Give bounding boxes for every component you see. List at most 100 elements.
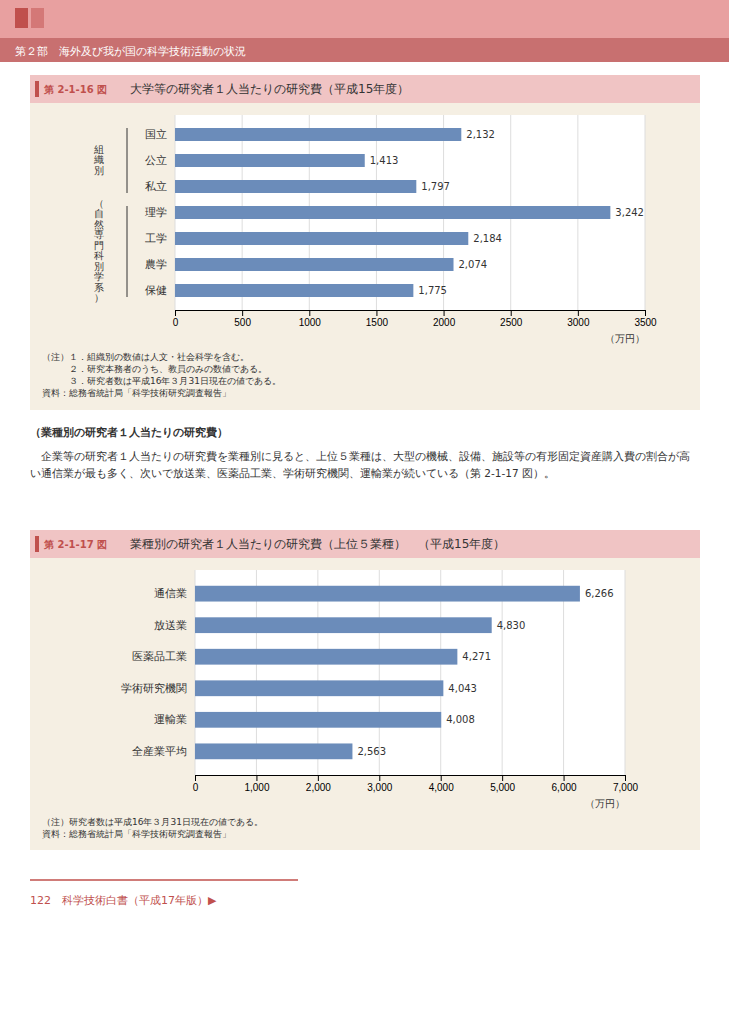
y-tick: 放送業 — [154, 619, 195, 631]
x-tick-label: 4,000 — [429, 782, 454, 793]
bar — [195, 617, 492, 633]
x-tick: 6,000 — [552, 775, 577, 793]
data-label: 2,563 — [357, 746, 386, 757]
data-label: 4,043 — [448, 683, 477, 694]
x-tick: 5,000 — [490, 775, 515, 793]
x-tick-label: 1500 — [366, 317, 389, 328]
y-tick: 工学 — [145, 232, 175, 244]
group-label-line: 別 — [94, 165, 104, 176]
chart: 第 2-1-17 図業種別の研究者１人当たりの研究費（上位５業種） （平成15年… — [30, 530, 700, 850]
group-label-line: 自 — [94, 208, 104, 219]
x-tick-label: 3000 — [567, 317, 590, 328]
x-tick-mark — [645, 310, 646, 316]
x-tick-mark — [256, 775, 257, 781]
x-tick: 4,000 — [429, 775, 454, 793]
body-text: 企業等の研究者１人当たりの研究費を業種別に見ると、上位５業種は、大型の機械、設備… — [30, 450, 690, 479]
x-tick: 3,000 — [367, 775, 392, 793]
x-tick: 500 — [234, 310, 251, 328]
x-tick: 0 — [173, 310, 179, 328]
x-tick-mark — [379, 775, 380, 781]
x-axis-line — [176, 311, 646, 317]
group-label-line: （ — [94, 198, 104, 209]
group-label-line: 門 — [94, 240, 104, 251]
bar — [195, 743, 352, 759]
body-line: 企業等の研究者１人当たりの研究費を業種別に見ると、上位５業種は、大型の機械、設備… — [30, 450, 690, 462]
x-tick-mark — [625, 775, 626, 781]
group-label-line: ） — [94, 292, 104, 303]
x-tick-mark — [318, 775, 319, 781]
note: （注）１．組織別の数値は人文・社会科学を含む。 — [42, 352, 249, 362]
x-tick-label: 500 — [234, 317, 251, 328]
y-tick: 通信業 — [154, 587, 195, 599]
bar — [195, 586, 580, 602]
data-label: 1,775 — [418, 285, 447, 296]
group-label: 組織別 — [93, 144, 104, 176]
x-tick-label: 2000 — [433, 317, 456, 328]
bar — [175, 284, 413, 297]
bars — [175, 128, 610, 297]
group-label-line: 別 — [94, 261, 104, 272]
x-tick: 1000 — [299, 310, 322, 328]
group-label-line: 然 — [94, 219, 104, 230]
data-label: 1,413 — [370, 155, 399, 166]
x-tick: 2500 — [500, 310, 523, 328]
figure-number: 第 2-1-17 図 — [43, 539, 107, 550]
y-tick-label: 私立 — [145, 180, 167, 192]
note: ２．研究本務者のうち、教員のみの数値である。 — [42, 364, 267, 374]
y-tick-label: 学術研究機関 — [121, 682, 187, 694]
y-tick: 医薬品工業 — [132, 650, 195, 662]
title-accent — [35, 536, 39, 552]
group-label-line: 学 — [94, 271, 104, 282]
group-label: （自然専門科別学系） — [94, 198, 104, 304]
x-tick: 3500 — [634, 310, 657, 328]
x-tick-mark — [309, 310, 310, 316]
x-tick-mark — [195, 775, 196, 781]
x-axis: 0 500 1000 1500 2000 2500 3000 3500 — [173, 310, 657, 328]
x-tick-label: 6,000 — [552, 782, 577, 793]
data-label: 1,797 — [421, 181, 450, 192]
x-tick-label: 3500 — [634, 317, 657, 328]
y-tick-label: 公立 — [145, 154, 167, 166]
x-tick-mark — [511, 310, 512, 316]
bar — [195, 649, 457, 665]
bar — [175, 180, 416, 193]
note: （注）研究者数は平成16年３月31日現在の値である。 — [42, 817, 263, 827]
x-tick-mark — [175, 310, 176, 316]
x-axis: 01,0002,0003,0004,0005,0006,0007,000 — [193, 775, 639, 793]
data-label: 2,132 — [466, 129, 495, 140]
bar — [175, 258, 454, 271]
x-tick: 1500 — [366, 310, 389, 328]
data-label: 4,830 — [497, 620, 526, 631]
x-tick-label: 1000 — [299, 317, 322, 328]
x-tick-label: 0 — [173, 317, 179, 328]
y-tick: 国立 — [145, 128, 175, 140]
data-labels: 6,2664,8304,2714,0434,0082,563 — [357, 588, 613, 757]
title-bar — [30, 530, 700, 558]
x-tick-label: 1,000 — [244, 782, 269, 793]
header-square — [31, 8, 44, 28]
y-tick: 保健 — [145, 284, 175, 296]
footer-text: 122 科学技術白書（平成17年版）▶ — [30, 894, 217, 907]
footer: 122 科学技術白書（平成17年版）▶ — [30, 880, 298, 907]
grid-line — [625, 570, 626, 775]
y-tick-label: 運輸業 — [154, 713, 187, 725]
bar — [195, 680, 443, 696]
group-bracket — [127, 128, 128, 193]
title-accent — [35, 81, 39, 97]
header-stripe — [0, 38, 729, 62]
x-tick: 3000 — [567, 310, 590, 328]
header-bar — [0, 0, 729, 62]
y-tick: 運輸業 — [154, 713, 195, 725]
y-tick-label: 通信業 — [154, 587, 187, 599]
chart: 第 2-1-16 図大学等の研究者１人当たりの研究費（平成15年度）2,1321… — [30, 75, 700, 410]
data-label: 4,008 — [446, 714, 475, 725]
header: 第２部 海外及び我が国の科学技術活動の状況 — [0, 0, 729, 62]
bar — [195, 712, 441, 728]
x-tick: 7,000 — [613, 775, 638, 793]
data-label: 3,242 — [615, 207, 644, 218]
x-axis-label: （万円） — [585, 798, 625, 809]
x-tick: 2,000 — [306, 775, 331, 793]
panel — [30, 530, 700, 850]
y-tick-label: 全産業平均 — [132, 745, 187, 757]
note: ３．研究者数は平成16年３月31日現在の値である。 — [42, 376, 281, 386]
